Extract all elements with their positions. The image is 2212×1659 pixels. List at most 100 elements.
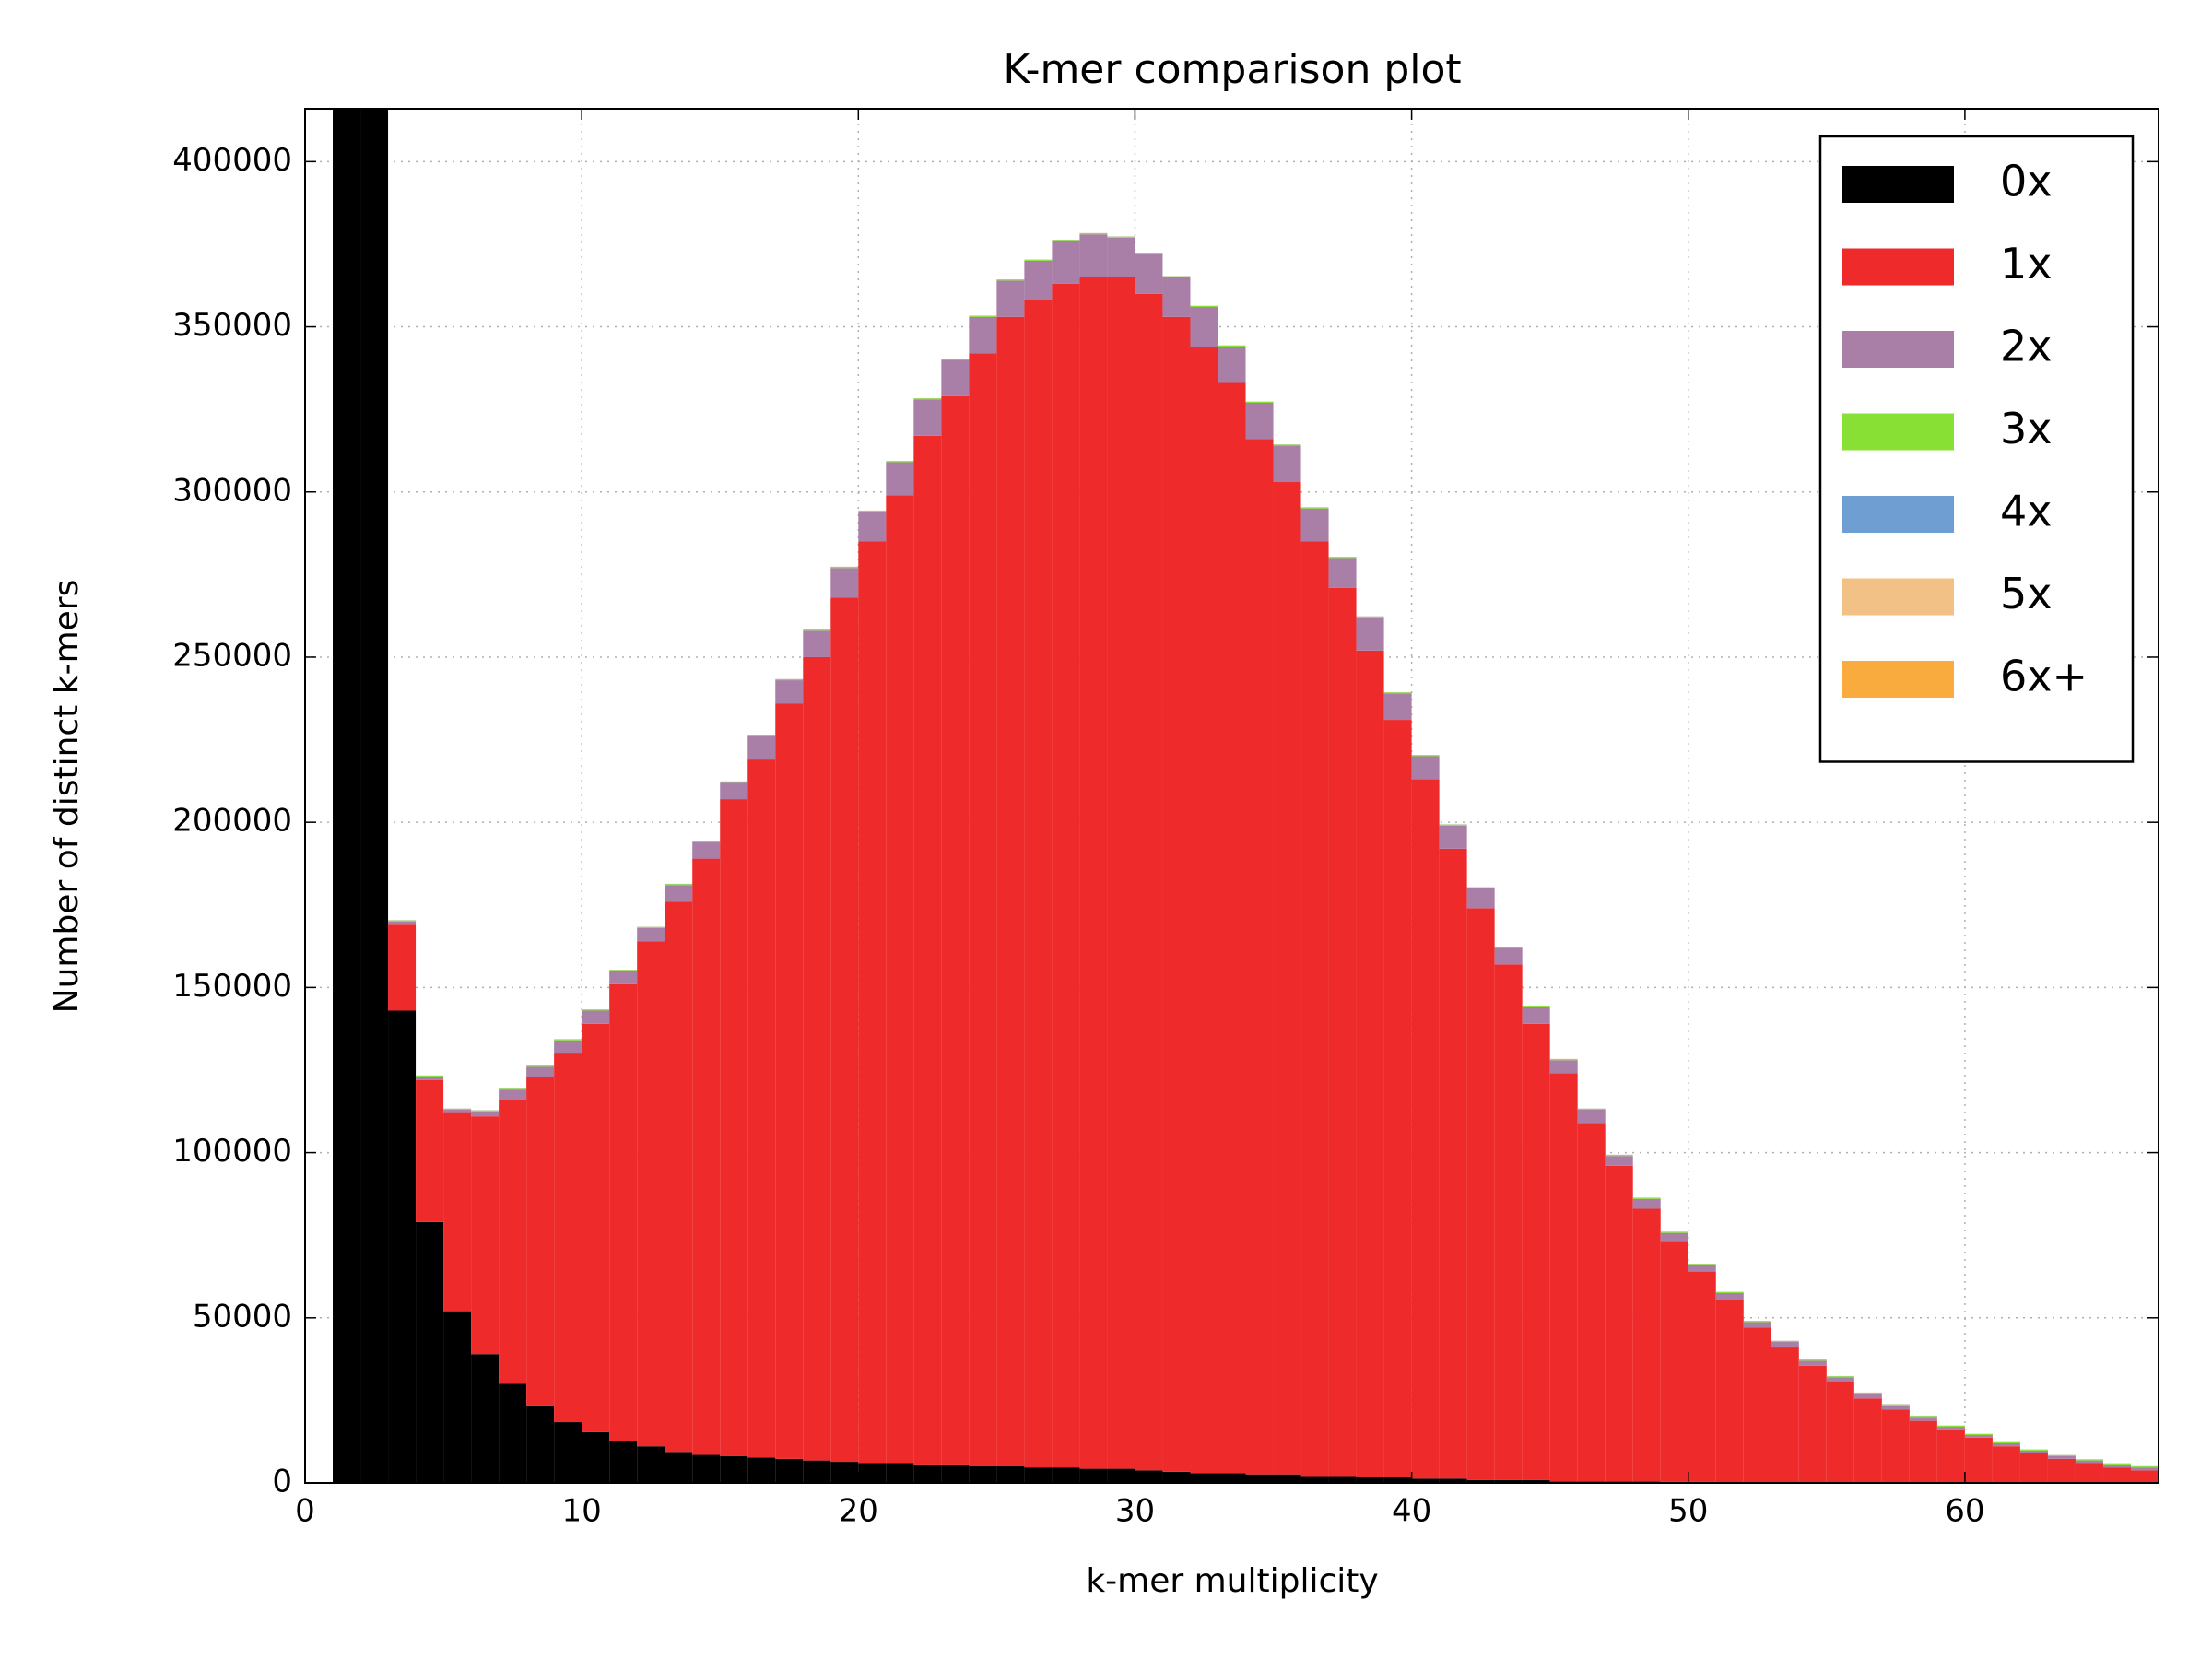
bar-segment bbox=[996, 280, 1025, 317]
bar-segment bbox=[775, 680, 804, 704]
bar-segment bbox=[2102, 1463, 2131, 1465]
bar-segment bbox=[830, 568, 859, 598]
bar-segment bbox=[1660, 1241, 1688, 1482]
legend-label: 5x bbox=[2000, 569, 2053, 618]
legend-label: 1x bbox=[2000, 239, 2053, 288]
bar-segment bbox=[1162, 316, 1191, 1472]
bar-segment bbox=[720, 782, 748, 800]
bar-segment bbox=[1853, 1398, 1882, 1483]
bar-segment bbox=[1356, 1477, 1384, 1483]
legend-swatch bbox=[1842, 248, 1954, 286]
bar-segment bbox=[1577, 1123, 1606, 1482]
axes: 0 50000 100000 150000 200000 250000 300000 3500… bbox=[172, 108, 2159, 1530]
bar-segment bbox=[2019, 1453, 2048, 1483]
bar-segment bbox=[747, 735, 776, 760]
y-tick-label: 200000 bbox=[172, 803, 292, 840]
bar-segment bbox=[609, 1441, 638, 1483]
bar-segment bbox=[1218, 347, 1246, 383]
bar-segment bbox=[996, 1465, 1025, 1483]
bar-segment bbox=[775, 1458, 804, 1483]
x-tick-label: 30 bbox=[1115, 1493, 1155, 1530]
bar-segment bbox=[747, 1457, 776, 1483]
bar-segment bbox=[1218, 382, 1246, 1474]
bar-segment bbox=[1522, 1023, 1550, 1480]
bar-segment bbox=[969, 1465, 997, 1483]
x-tick-label: 60 bbox=[1945, 1493, 1984, 1530]
y-axis-label: Number of distinct k-mers bbox=[48, 580, 86, 1014]
x-tick-label: 20 bbox=[839, 1493, 878, 1530]
legend-swatch bbox=[1842, 661, 1954, 698]
bar-segment bbox=[858, 512, 887, 542]
bar-segment bbox=[665, 901, 693, 1453]
bar-segment bbox=[1328, 587, 1357, 1477]
bar-segment bbox=[1715, 1300, 1744, 1483]
bar-segment bbox=[1162, 276, 1191, 277]
bar-segment bbox=[692, 1454, 721, 1483]
bar-segment bbox=[1798, 1360, 1827, 1366]
bar-segment bbox=[913, 398, 942, 400]
bar-segment bbox=[969, 316, 997, 354]
bar-segment bbox=[1024, 1467, 1053, 1483]
bar-segment bbox=[1743, 1322, 1771, 1328]
bar-segment bbox=[554, 1040, 582, 1054]
bar-segment bbox=[1743, 1321, 1771, 1323]
bar-segment bbox=[388, 921, 417, 925]
bar-segment bbox=[830, 1462, 859, 1483]
bar-segment bbox=[803, 630, 831, 657]
bar-segment bbox=[665, 1452, 693, 1483]
bar-segment bbox=[886, 495, 914, 1464]
bar-segment bbox=[1992, 1442, 2020, 1447]
bar-segment bbox=[609, 970, 638, 971]
y-tick-label: 0 bbox=[272, 1464, 292, 1500]
bar-segment bbox=[1135, 253, 1163, 254]
bar-segment bbox=[692, 841, 721, 859]
bar-segment bbox=[443, 1109, 472, 1113]
bar-segment bbox=[913, 435, 942, 1465]
bar-segment bbox=[1356, 650, 1384, 1477]
bar-segment bbox=[1190, 347, 1218, 1474]
bar-segment bbox=[803, 629, 831, 631]
bar-segment bbox=[1356, 616, 1384, 618]
bar-segment bbox=[471, 1354, 500, 1483]
y-tick-label: 150000 bbox=[172, 968, 292, 1005]
bar-segment bbox=[416, 1079, 444, 1222]
bar-segment bbox=[969, 315, 997, 317]
legend-label: 0x bbox=[2000, 157, 2053, 206]
bar-segment bbox=[416, 1221, 444, 1483]
bar-segment bbox=[1936, 1427, 1965, 1430]
bar-segment bbox=[1605, 1165, 1633, 1482]
bar-segment bbox=[2075, 1460, 2103, 1464]
bar-segment bbox=[913, 399, 942, 436]
bar-segment bbox=[1771, 1347, 1799, 1483]
bars bbox=[333, 109, 2159, 1483]
bar-segment bbox=[1218, 1473, 1246, 1483]
bar-segment bbox=[1079, 1468, 1108, 1483]
bar-segment bbox=[1273, 482, 1301, 1475]
bar-segment bbox=[526, 1405, 555, 1483]
bar-segment bbox=[1660, 1232, 1688, 1242]
bar-segment bbox=[720, 1455, 748, 1483]
bar-segment bbox=[775, 678, 804, 681]
bar-segment bbox=[720, 799, 748, 1456]
bar-segment bbox=[1494, 1479, 1523, 1483]
bar-segment bbox=[996, 279, 1025, 281]
bar-segment bbox=[830, 597, 859, 1463]
bar-segment bbox=[2130, 1467, 2159, 1471]
bar-segment bbox=[1135, 293, 1163, 1471]
bar-segment bbox=[1245, 401, 1274, 403]
legend-swatch bbox=[1842, 578, 1954, 616]
bar-segment bbox=[2102, 1467, 2131, 1483]
bar-segment bbox=[1522, 1479, 1550, 1483]
bar-segment bbox=[499, 1383, 527, 1483]
y-tick-label: 250000 bbox=[172, 637, 292, 674]
bar-segment bbox=[1743, 1327, 1771, 1483]
bar-segment bbox=[609, 983, 638, 1441]
bar-segment bbox=[1466, 1479, 1495, 1483]
x-tick-label: 40 bbox=[1392, 1493, 1431, 1530]
bar-segment bbox=[2130, 1470, 2159, 1483]
bar-segment bbox=[1024, 300, 1053, 1468]
bar-segment bbox=[1052, 283, 1080, 1468]
bar-segment bbox=[2047, 1454, 2076, 1456]
bar-segment bbox=[1522, 1006, 1550, 1024]
bar-segment bbox=[858, 1463, 887, 1483]
